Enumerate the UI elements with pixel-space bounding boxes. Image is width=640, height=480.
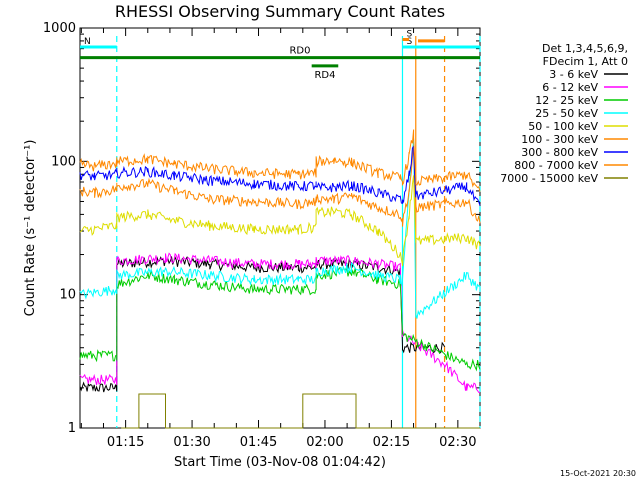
x-tick-label: 02:00 [306, 435, 343, 450]
state-bar-label: N [84, 37, 91, 47]
y-tick-label: 1 [68, 421, 76, 436]
legend-label: 100 - 300 keV [521, 133, 598, 146]
y-tick-label: 100 [51, 154, 76, 169]
legend-label: 6 - 12 keV [542, 81, 598, 94]
x-tick-label: 01:30 [173, 435, 210, 450]
x-tick-label: 02:15 [373, 435, 410, 450]
y-tick-labels: 1 10 100 1000 [43, 21, 76, 436]
chart-title: RHESSI Observing Summary Count Rates [115, 2, 445, 21]
series-line [79, 175, 481, 267]
legend-label: 50 - 100 keV [528, 120, 598, 133]
legend: Det 1,3,4,5,6,9,FDecim 1, Att 03 - 6 keV… [500, 42, 628, 185]
y-tick-label: 10 [59, 288, 76, 303]
x-tick-label: 01:15 [107, 435, 144, 450]
series-line [79, 252, 480, 393]
series-line [121, 393, 480, 429]
legend-label: 3 - 6 keV [549, 68, 598, 81]
state-bar-label: S [406, 37, 412, 47]
footer-timestamp: 15-Oct-2021 20:30 [560, 469, 636, 478]
x-axis-label: Start Time (03-Nov-08 01:04:42) [174, 455, 386, 470]
axis-ticks [80, 28, 481, 429]
legend-label: 25 - 50 keV [535, 107, 598, 120]
legend-label: 7000 - 15000 keV [500, 172, 598, 185]
y-axis-label: Count Rate (s⁻¹ detector⁻¹) [23, 140, 38, 317]
legend-label: 300 - 800 keV [521, 146, 598, 159]
state-bar-label: S [406, 29, 412, 39]
series-line [79, 145, 481, 227]
legend-header: Det 1,3,4,5,6,9, [542, 42, 628, 55]
x-tick-labels: 01:15 01:30 01:45 02:00 02:15 02:30 [107, 435, 477, 450]
series-line [79, 255, 446, 393]
mode-bar-label: RD4 [314, 70, 335, 81]
state-annotations: N SS RD0 RD4 [80, 29, 480, 81]
series-line [79, 129, 481, 193]
mode-bar-label: RD0 [289, 46, 310, 57]
series-line [79, 144, 481, 206]
series-group [79, 129, 481, 429]
legend-label: 12 - 25 keV [535, 94, 598, 107]
x-tick-label: 01:45 [240, 435, 277, 450]
legend-label: 800 - 7000 keV [514, 159, 598, 172]
y-tick-label: 1000 [43, 21, 76, 36]
series-line [79, 266, 481, 372]
x-tick-label: 02:30 [439, 435, 476, 450]
legend-header: FDecim 1, Att 0 [543, 55, 628, 68]
